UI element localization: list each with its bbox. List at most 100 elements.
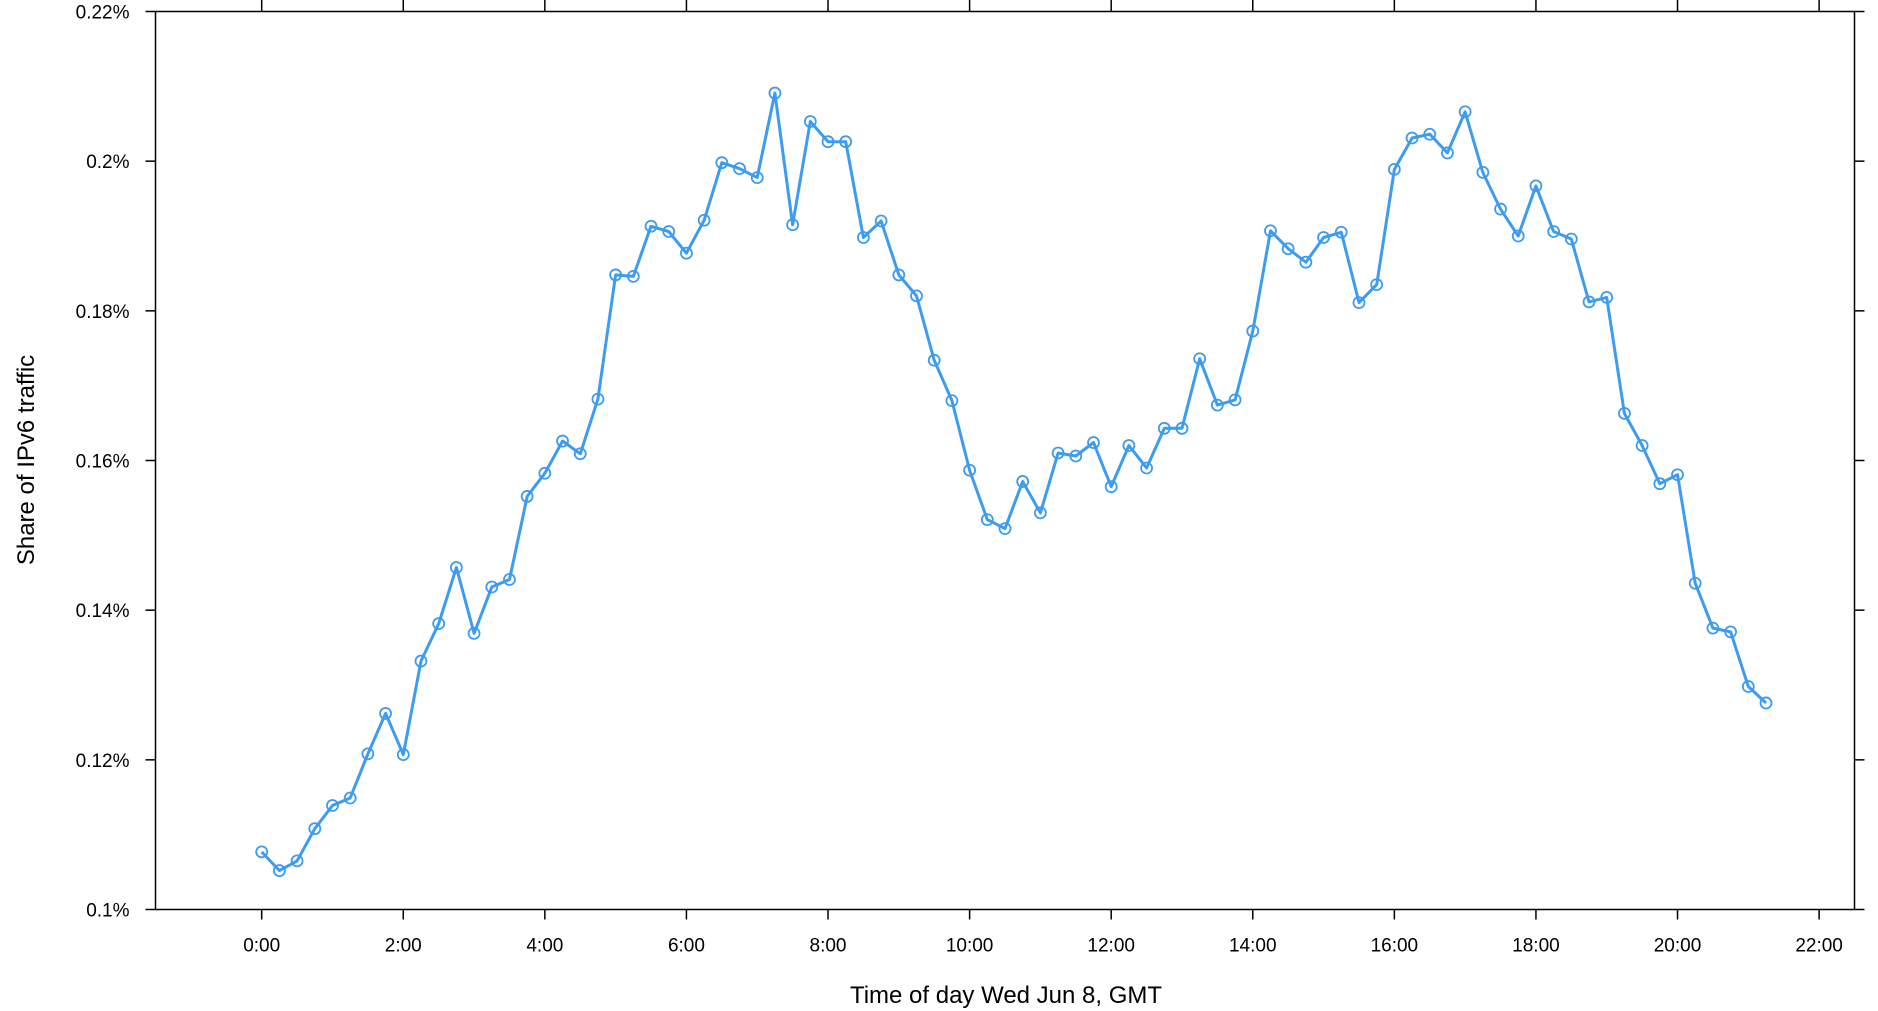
y-axis-title: Share of IPv6 traffic xyxy=(13,355,40,565)
data-point xyxy=(1033,506,1047,520)
data-point xyxy=(485,580,499,594)
data-point xyxy=(1157,421,1171,435)
data-point xyxy=(449,561,463,574)
data-point xyxy=(1724,625,1738,639)
data-point xyxy=(326,799,339,812)
data-point xyxy=(1352,296,1366,310)
data-point xyxy=(1387,162,1401,176)
data-point xyxy=(290,854,304,868)
data-point xyxy=(1529,179,1543,193)
data-point xyxy=(1688,576,1702,590)
data-point xyxy=(1317,231,1330,244)
data-point xyxy=(1600,290,1614,304)
x-tick-label: 6:00 xyxy=(668,936,705,957)
y-axis: 0.1% 0.12% 0.14% 0.16% 0.18% 0.2% 0.22% xyxy=(76,3,1865,922)
data-point xyxy=(927,353,941,367)
data-point xyxy=(1281,242,1295,256)
data-point xyxy=(998,522,1012,535)
x-tick-label: 10:00 xyxy=(946,936,994,957)
data-point xyxy=(1476,165,1490,179)
data-point xyxy=(1582,295,1596,309)
data-point xyxy=(1441,146,1454,160)
data-point xyxy=(255,845,269,859)
data-point xyxy=(892,268,906,282)
data-point xyxy=(1458,105,1472,119)
data-point xyxy=(1193,352,1207,366)
x-tick-label: 12:00 xyxy=(1087,936,1135,957)
data-point xyxy=(662,225,676,238)
y-tick-label: 0.1% xyxy=(86,901,129,922)
data-point xyxy=(1016,475,1030,488)
data-point xyxy=(1104,480,1118,494)
x-tick-label: 18:00 xyxy=(1512,936,1560,957)
x-axis: 0:00 2:00 4:00 6:00 8:00 10:00 12:00 14:00 16:00… xyxy=(243,0,1843,957)
data-point xyxy=(467,626,481,640)
y-tick-label: 0.16% xyxy=(76,452,130,473)
data-point xyxy=(626,270,640,283)
data-point xyxy=(308,822,322,836)
data-point xyxy=(1175,421,1189,435)
data-point xyxy=(503,573,516,586)
data-point xyxy=(1299,255,1313,269)
data-point xyxy=(839,135,853,149)
data-point xyxy=(272,864,286,877)
x-tick-label: 16:00 xyxy=(1371,936,1419,957)
x-tick-label: 14:00 xyxy=(1229,936,1277,957)
y-tick-label: 0.14% xyxy=(76,601,130,622)
data-point xyxy=(1564,232,1578,246)
data-point xyxy=(1122,439,1136,452)
data-point xyxy=(520,490,534,503)
data-point xyxy=(1671,468,1684,482)
series-layer xyxy=(255,86,1773,877)
data-point xyxy=(432,617,446,631)
y-tick-label: 0.2% xyxy=(86,152,129,173)
x-axis-title: Time of day Wed Jun 8, GMT xyxy=(850,982,1162,1009)
data-point xyxy=(609,268,623,282)
data-point xyxy=(1087,436,1100,449)
data-point xyxy=(1511,229,1525,243)
data-point xyxy=(910,289,923,303)
data-point xyxy=(644,219,658,233)
y-tick-label: 0.22% xyxy=(76,3,130,24)
data-point xyxy=(361,747,375,761)
data-point xyxy=(556,434,569,448)
data-point xyxy=(715,156,729,170)
data-point xyxy=(1246,324,1260,338)
x-tick-label: 0:00 xyxy=(243,936,280,957)
data-point xyxy=(1494,202,1507,216)
data-point xyxy=(1547,225,1561,238)
data-point xyxy=(396,748,410,761)
data-point xyxy=(343,791,357,805)
data-point xyxy=(945,394,959,408)
data-point xyxy=(1618,406,1631,420)
x-tick-label: 2:00 xyxy=(385,936,422,957)
data-point xyxy=(768,86,782,100)
x-tick-label: 8:00 xyxy=(810,936,847,957)
data-point xyxy=(697,213,711,227)
data-point xyxy=(379,707,392,720)
data-point xyxy=(803,115,817,128)
data-point xyxy=(414,654,428,668)
x-tick-label: 22:00 xyxy=(1795,936,1843,957)
data-point xyxy=(750,171,764,185)
data-point xyxy=(1706,621,1720,635)
data-point xyxy=(1405,131,1419,145)
data-point xyxy=(573,447,587,461)
data-point xyxy=(1210,398,1224,412)
data-point xyxy=(1264,224,1277,238)
data-point xyxy=(1051,446,1065,460)
data-point xyxy=(857,231,870,244)
data-point xyxy=(874,214,888,228)
data-point xyxy=(1741,680,1755,693)
series-line xyxy=(260,91,1768,873)
data-point xyxy=(1069,449,1083,463)
data-point xyxy=(1334,225,1348,239)
data-point xyxy=(1228,393,1242,407)
data-point xyxy=(591,392,605,406)
data-point xyxy=(733,162,746,176)
data-point xyxy=(786,218,800,232)
data-point xyxy=(538,466,552,480)
data-point xyxy=(1759,696,1773,710)
data-point xyxy=(821,135,835,149)
